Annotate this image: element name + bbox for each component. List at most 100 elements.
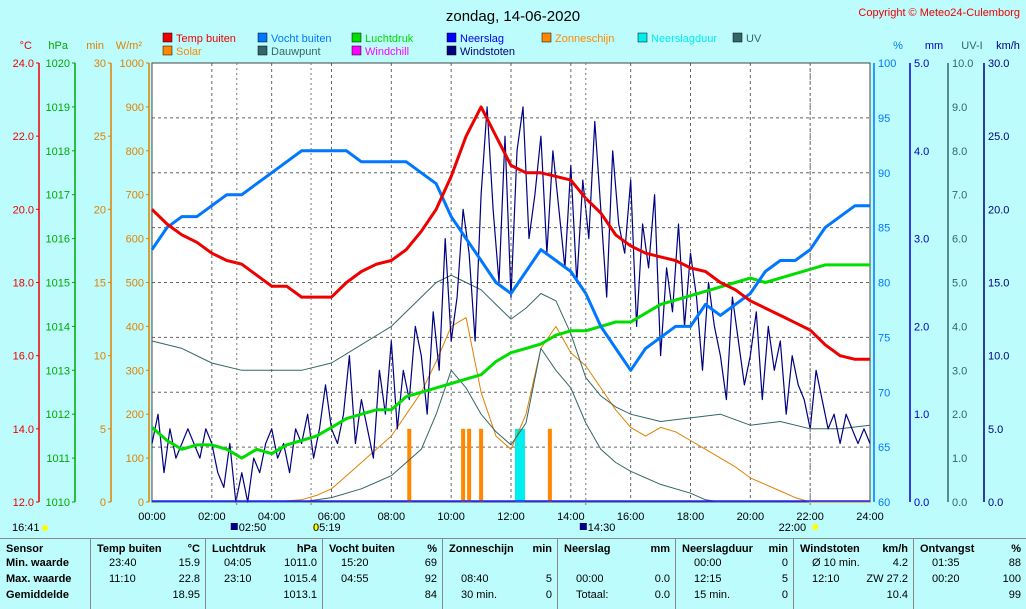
stats-value: 69 [425, 557, 437, 569]
stats-time: 12:15 [694, 573, 722, 585]
stats-time: 11:10 [109, 573, 136, 585]
marker-label: 22:00 [779, 522, 807, 534]
tick-label: 5.0 [988, 424, 1003, 436]
legend-label: Zonneschijn [555, 33, 614, 45]
moon-icon [231, 523, 238, 530]
tick-label: 5 [100, 424, 106, 436]
legend-label: UV [746, 33, 762, 45]
tick-label: 2.0 [952, 409, 967, 421]
marker-label: 02:50 [239, 522, 267, 534]
stats-unit: mm [650, 543, 670, 555]
tick-label: 16.0 [13, 351, 34, 363]
tick-label: 7.0 [952, 190, 967, 202]
stats-time: 08:40 [461, 573, 489, 585]
stats-time: 04:55 [341, 573, 369, 585]
tick-label: 1.0 [914, 409, 929, 421]
stats-time: 23:10 [224, 573, 252, 585]
chart-title: zondag, 14-06-2020 [446, 8, 580, 25]
tick-label: 600 [126, 234, 144, 246]
bar-zonneschijn [407, 429, 411, 502]
stats-time: 04:05 [224, 557, 252, 569]
stats-value: 1013.1 [283, 589, 317, 601]
stats-value: 0.0 [655, 573, 670, 585]
tick-label: 1019 [46, 102, 70, 114]
marker-label: 05:19 [313, 522, 341, 534]
legend-swatch [352, 33, 361, 42]
stats-value: 92 [425, 573, 437, 585]
legend-swatch [352, 46, 361, 55]
stats-time: 12:10 [812, 573, 840, 585]
tick-label: 20 [94, 204, 106, 216]
legend-swatch [163, 46, 172, 55]
legend-swatch [163, 33, 172, 42]
stats-value: 88 [1009, 557, 1021, 569]
axis-unit: mm [925, 40, 943, 52]
stats-header: Windstoten [800, 543, 860, 555]
legend-label: Windstoten [460, 46, 515, 58]
stats-row-label: Min. waarde [6, 557, 69, 569]
tick-label: 300 [126, 365, 144, 377]
x-tick-label: 10:00 [437, 511, 465, 523]
tick-label: 8.0 [952, 146, 967, 158]
legend-label: Solar [176, 46, 202, 58]
tick-label: 5.0 [914, 58, 929, 70]
tick-label: 0.0 [952, 497, 967, 509]
sun-icon [42, 525, 48, 531]
x-tick-label: 00:00 [138, 511, 166, 523]
legend-label: Windchill [365, 46, 409, 58]
stats-value: 15.9 [179, 557, 200, 569]
axis-unit: min [86, 40, 104, 52]
axis-unit: °C [20, 40, 32, 52]
tick-label: 22.0 [13, 131, 34, 143]
legend-swatch [447, 33, 456, 42]
tick-label: 10.0 [988, 351, 1009, 363]
axis-unit: km/h [996, 40, 1020, 52]
stats-value: 22.8 [179, 573, 200, 585]
stats-unit: min [768, 543, 788, 555]
x-tick-label: 24:00 [856, 511, 884, 523]
tick-label: 1016 [46, 234, 70, 246]
tick-label: 20.0 [988, 204, 1009, 216]
legend-swatch [733, 33, 742, 42]
tick-label: 2.0 [914, 321, 929, 333]
tick-label: 30.0 [988, 58, 1009, 70]
stats-value: 0 [782, 589, 788, 601]
legend-swatch [638, 33, 647, 42]
stats-unit: min [532, 543, 552, 555]
axis-unit: % [893, 40, 903, 52]
stats-unit: km/h [882, 543, 908, 555]
stats-value: ZW 27.2 [866, 573, 908, 585]
stats-unit: °C [188, 543, 200, 555]
tick-label: 1.0 [952, 453, 967, 465]
tick-label: 14.0 [13, 424, 34, 436]
stats-header: Vocht buiten [329, 543, 395, 555]
legend-label: Neerslagduur [651, 33, 717, 45]
legend-label: Temp buiten [176, 33, 236, 45]
axis-unit: hPa [48, 40, 68, 52]
legend-swatch [258, 33, 267, 42]
tick-label: 9.0 [952, 102, 967, 114]
tick-label: 0 [138, 497, 144, 509]
stats-time: Totaal: [576, 589, 608, 601]
tick-label: 1020 [46, 58, 70, 70]
bar-zonneschijn [461, 429, 465, 502]
stats-value: 84 [425, 589, 437, 601]
stats-value: 0.0 [655, 589, 670, 601]
tick-label: 10 [94, 351, 106, 363]
tick-label: 1013 [46, 365, 70, 377]
axis-unit: UV-I [961, 40, 982, 52]
legend-label: Luchtdruk [365, 33, 414, 45]
tick-label: 100 [126, 453, 144, 465]
tick-label: 1015 [46, 278, 70, 290]
stats-time: 00:20 [932, 573, 960, 585]
tick-label: 900 [126, 102, 144, 114]
tick-label: 60 [878, 497, 890, 509]
tick-label: 90 [878, 168, 890, 180]
stats-header: Temp buiten [97, 543, 162, 555]
tick-label: 4.0 [952, 321, 967, 333]
bar-zonneschijn [467, 429, 471, 502]
tick-label: 200 [126, 409, 144, 421]
